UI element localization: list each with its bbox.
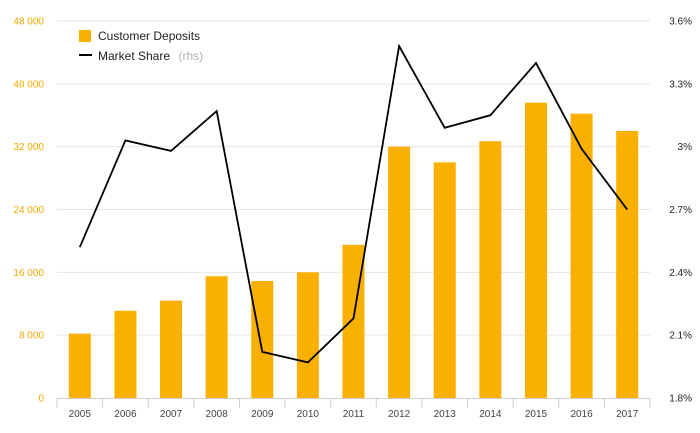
y-left-tick-label: 0 [38,394,44,405]
y-axis-left: 0 8 000 16 000 24 000 32 000 40 000 48 000 [13,17,44,405]
x-tick-label-2012: 2012 [388,409,411,420]
x-tick-label-2016: 2016 [570,409,593,420]
y-left-tick-label: 48 000 [13,17,44,28]
bar-2007 [160,300,183,398]
y-left-tick-label: 24 000 [13,205,44,216]
x-tick-label-2010: 2010 [297,409,320,420]
x-tick-label-2009: 2009 [251,409,274,420]
x-tick-label-2007: 2007 [160,409,183,420]
bar-2016 [570,113,593,398]
y-right-tick-label: 3.3% [669,79,692,90]
y-left-tick-label: 32 000 [13,142,44,153]
bar-2014 [479,141,502,398]
legend: Customer Deposits Market Share (rhs) [79,29,203,64]
bar-2005 [68,333,91,398]
bar-2010 [296,272,319,398]
y-right-tick-label: 2.1% [669,331,692,342]
bar-2017 [616,130,639,399]
market-share-line [78,43,628,364]
x-axis: 2005 2006 2007 2008 2009 2010 2011 2012 2013 2014… [56,398,651,420]
y-right-tick-label: 1.8% [669,394,692,405]
bar-2009 [251,280,274,398]
bar-2006 [114,310,137,398]
legend-label-market-share: Market Share [98,49,170,63]
legend-label-market-share-group: Market Share (rhs) [98,47,203,64]
x-tick-label-2006: 2006 [114,409,137,420]
x-tick-label-2015: 2015 [525,409,548,420]
legend-label-customer-deposits: Customer Deposits [98,29,200,43]
legend-swatch-customer-deposits [79,30,91,42]
y-right-tick-label: 3.6% [669,17,692,28]
x-tick-label-2013: 2013 [434,409,457,420]
y-left-tick-label: 16 000 [13,268,44,279]
line-series-market-share [78,43,628,364]
y-right-tick-label: 2.7% [669,205,692,216]
y-right-tick-label: 3% [678,142,693,153]
x-tick-label-2014: 2014 [479,409,502,420]
x-tick-label-2008: 2008 [206,409,229,420]
y-left-tick-label: 8 000 [19,331,44,342]
bar-2012 [388,146,411,398]
y-left-tick-label: 40 000 [13,79,44,90]
bar-2015 [524,102,547,398]
y-axis-right: 1.8% 2.1% 2.4% 2.7% 3% 3.3% 3.6% [669,17,692,405]
bar-2008 [205,276,228,398]
bar-2013 [433,162,456,398]
legend-label-market-share-suffix: (rhs) [178,49,203,63]
x-tick-label-2011: 2011 [343,409,365,420]
x-tick-label-2005: 2005 [69,409,92,420]
x-tick-label-2017: 2017 [616,409,639,420]
bar-series-customer-deposits [68,102,639,399]
y-right-tick-label: 2.4% [669,268,692,279]
